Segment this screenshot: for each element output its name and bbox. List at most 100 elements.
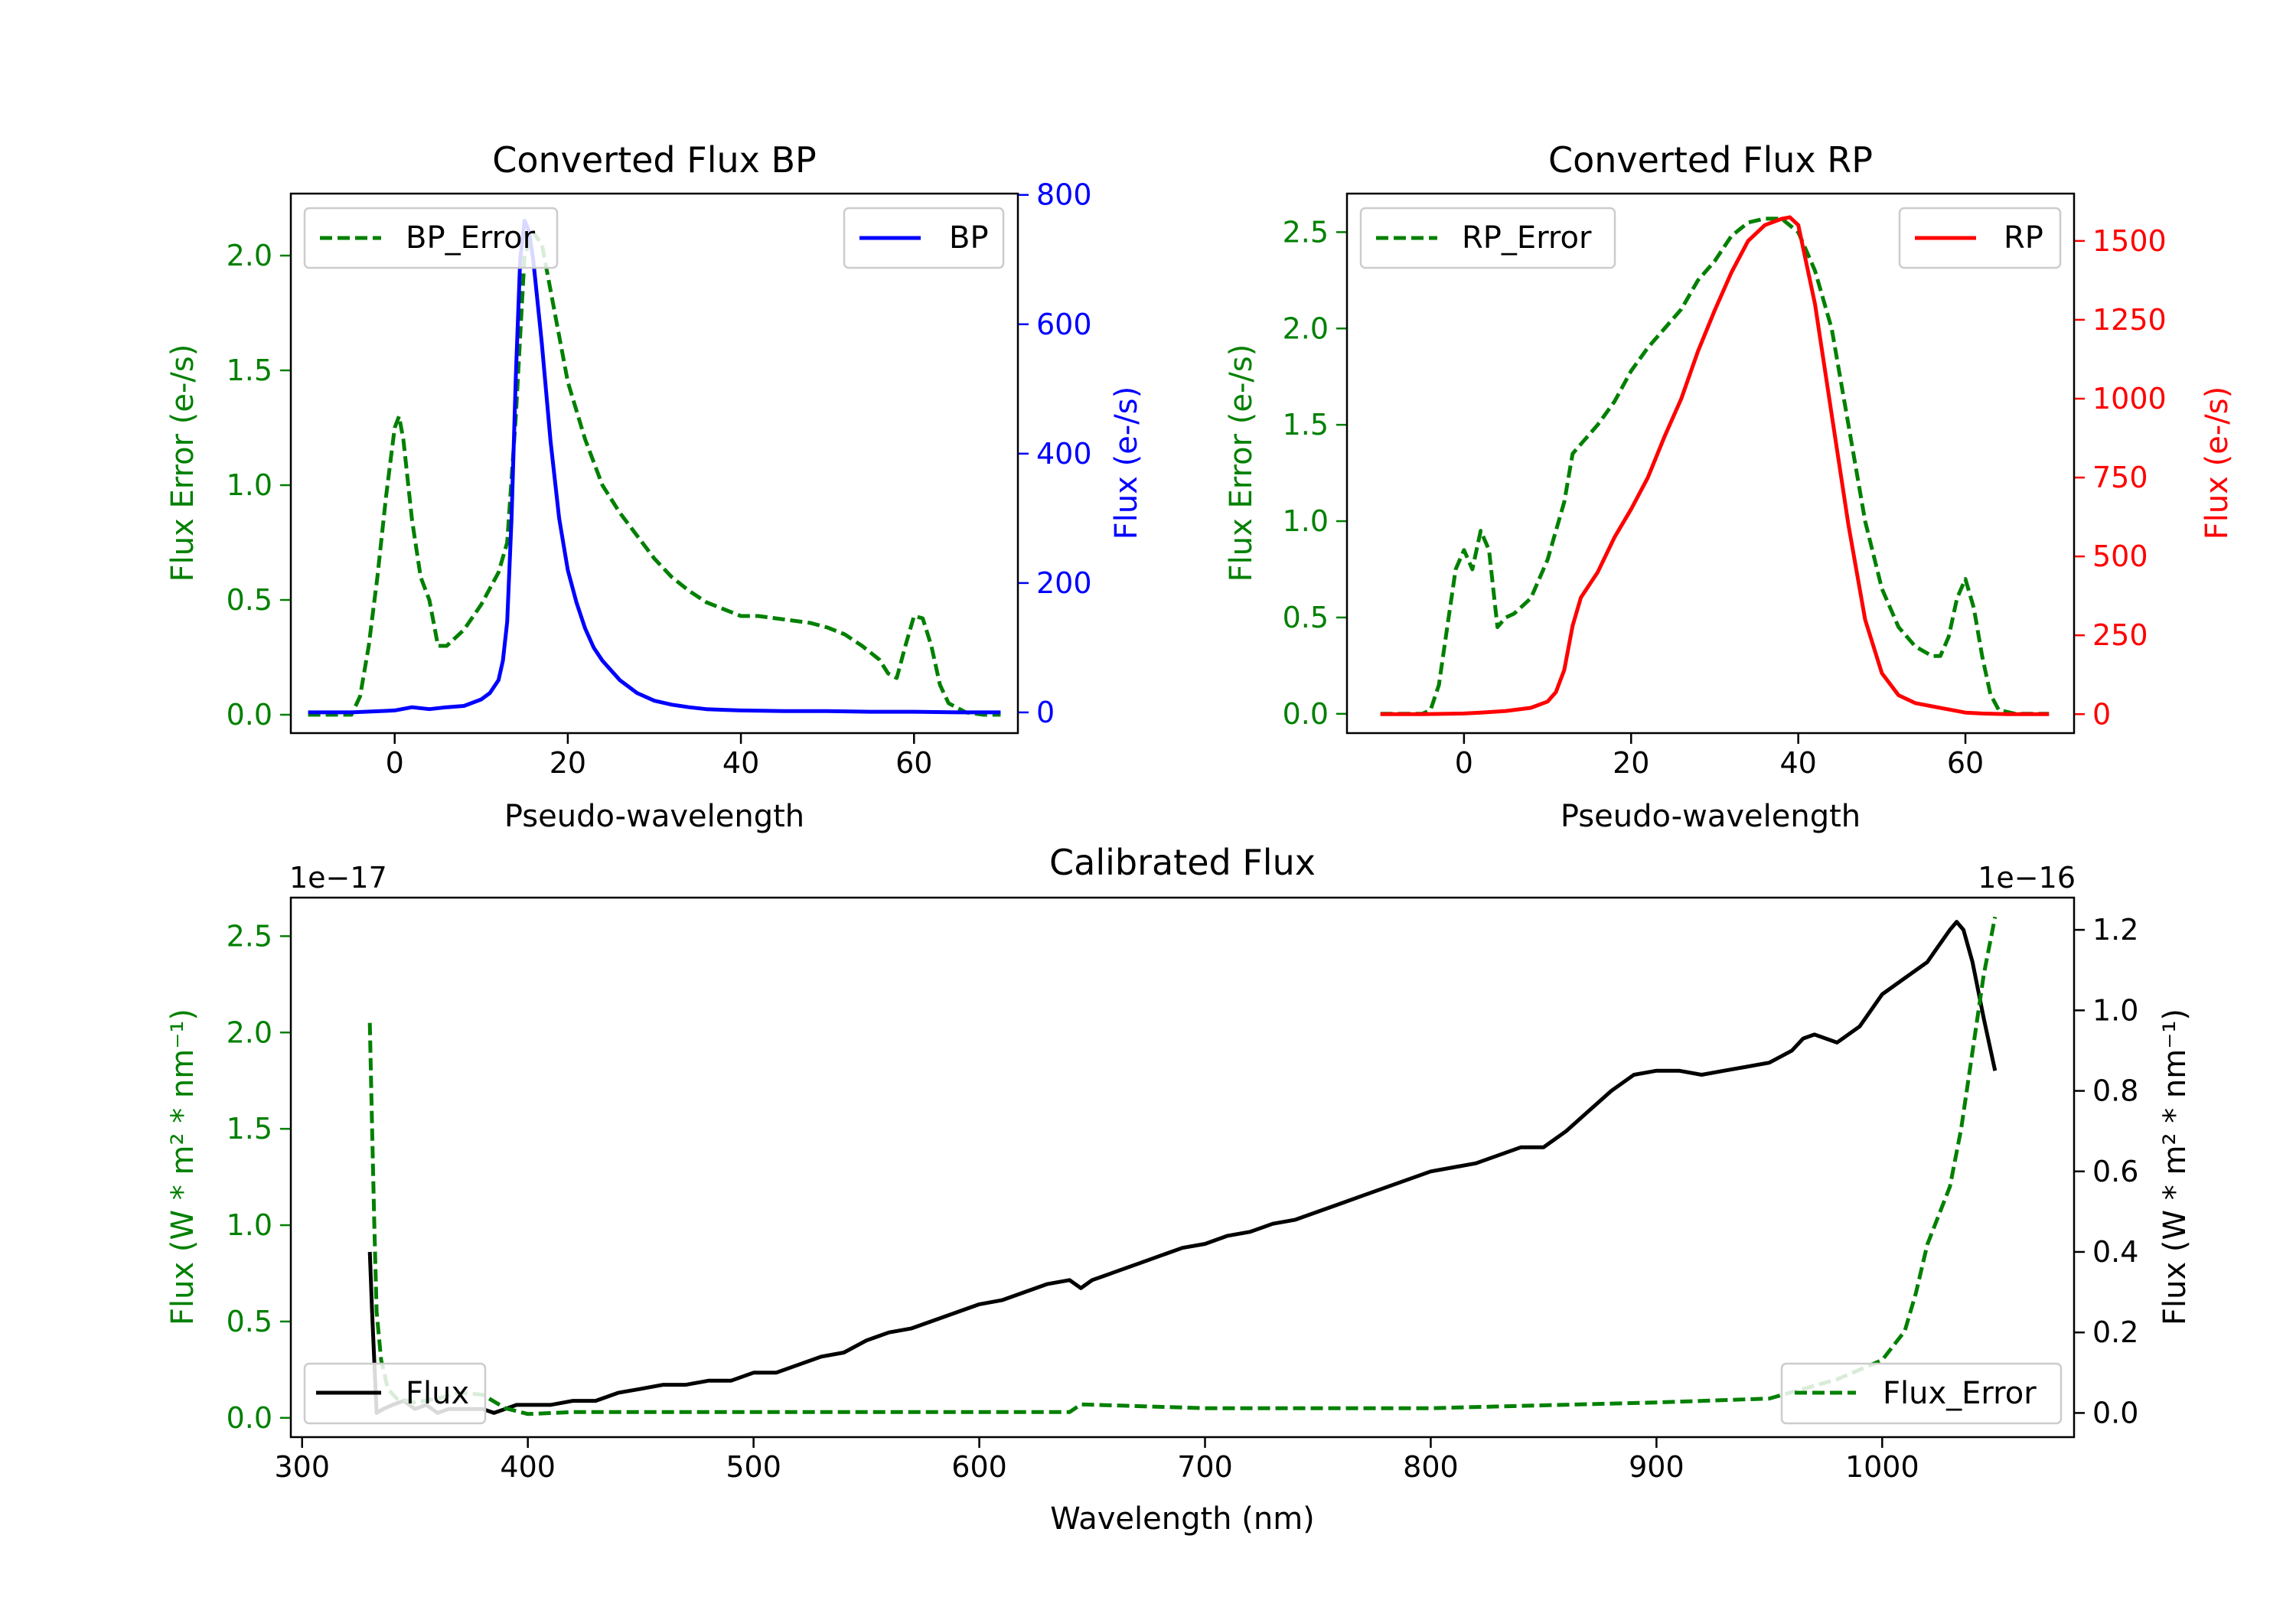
right-y-tick-label: 500 — [2092, 539, 2148, 573]
right-y-tick-label: 400 — [1036, 437, 1092, 471]
left-y-tick-label: 2.5 — [1283, 215, 1329, 249]
left-y-axis-label: Flux Error (e-/s) — [1224, 344, 1259, 582]
left-y-ticks: 0.0 0.5 1.0 1.5 2.0 2.5 — [1283, 215, 1347, 731]
legend-label: Flux — [406, 1376, 469, 1411]
right-y-axis-label: Flux (e-/s) — [2200, 386, 2235, 539]
right-y-tick-label: 0.0 — [2092, 1396, 2138, 1429]
x-tick-label: 40 — [722, 746, 759, 780]
right-y-tick-label: 0.8 — [2092, 1074, 2138, 1108]
x-tick-label: 20 — [1613, 746, 1649, 780]
legend-box — [1780, 1362, 2063, 1425]
legend-box — [1898, 207, 2062, 269]
series-line-bp — [308, 219, 1001, 715]
legend-label: RP_Error — [1462, 220, 1592, 256]
x-tick-label: 60 — [895, 746, 932, 780]
left-y-tick-label: 1.5 — [227, 354, 272, 387]
left-y-tick-label: 0.0 — [227, 698, 272, 732]
legend-box — [303, 1362, 487, 1425]
right-y-tick-label: 0.4 — [2092, 1235, 2138, 1269]
chart-title: Calibrated Flux — [1049, 842, 1316, 883]
right-y-tick-label: 200 — [1036, 566, 1092, 600]
series-layer — [367, 916, 1998, 1416]
legend-rp-error: RP_Error — [1359, 207, 1616, 269]
legend-flux: Flux — [303, 1362, 487, 1425]
plot-frame — [289, 192, 1019, 735]
x-tick-label: 500 — [726, 1450, 781, 1484]
series-line-flux — [367, 920, 1998, 1415]
x-axis-label: Wavelength (nm) — [1050, 1501, 1315, 1537]
legend-label: Flux_Error — [1883, 1376, 2037, 1411]
panel-converted-flux-bp: Converted Flux BP Pseudo-wavelength Flux… — [165, 139, 1144, 834]
left-y-axis-label: Flux (W * m² * nm⁻¹) — [165, 1009, 201, 1325]
series-line-flux-error — [367, 916, 1998, 1416]
x-ticks: 300 400 500 600 700 800 900 1000 — [274, 1437, 1919, 1484]
x-tick-label: 700 — [1177, 1450, 1233, 1484]
left-y-tick-label: 1.0 — [1283, 504, 1329, 538]
legend-bp-error: BP_Error — [303, 207, 559, 269]
legend-rp: RP — [1898, 207, 2062, 269]
series-line-rp-error — [1380, 217, 2050, 716]
left-y-ticks: 0.0 0.5 1.0 1.5 2.0 — [227, 239, 291, 732]
right-y-tick-label: 1000 — [2092, 382, 2167, 416]
plot-frame — [1345, 192, 2076, 735]
plot-frame — [289, 896, 2076, 1439]
x-tick-label: 900 — [1629, 1450, 1684, 1484]
right-y-tick-label: 0 — [1036, 696, 1055, 729]
right-y-tick-label: 1250 — [2092, 303, 2167, 337]
x-tick-label: 400 — [500, 1450, 556, 1484]
x-tick-label: 20 — [550, 746, 586, 780]
right-y-tick-label: 750 — [2092, 461, 2148, 494]
left-y-tick-label: 0.5 — [227, 583, 272, 617]
right-y-ticks: 0 250 500 750 1000 1250 1500 — [2074, 224, 2167, 731]
left-y-tick-label: 2.0 — [1283, 311, 1329, 345]
legend-label: BP_Error — [406, 220, 536, 256]
legend-label: RP — [2004, 220, 2043, 256]
left-y-tick-label: 2.0 — [227, 1015, 272, 1049]
right-y-axis-label: Flux (e-/s) — [1109, 386, 1144, 539]
left-y-axis-label: Flux Error (e-/s) — [165, 344, 201, 582]
right-offset-label: 1e−16 — [1978, 861, 2076, 895]
x-tick-label: 300 — [274, 1450, 330, 1484]
right-y-tick-label: 0.2 — [2092, 1315, 2138, 1349]
x-tick-label: 0 — [1455, 746, 1473, 780]
chart-title: Converted Flux BP — [492, 139, 817, 181]
right-y-tick-label: 800 — [1036, 178, 1092, 212]
right-y-tick-label: 1.0 — [2092, 993, 2138, 1027]
legend-bp: BP — [843, 207, 1005, 269]
x-axis-label: Pseudo-wavelength — [504, 799, 804, 834]
left-y-tick-label: 0.0 — [1283, 697, 1329, 731]
left-y-tick-label: 2.5 — [227, 919, 272, 953]
panel-calibrated-flux: Calibrated Flux Wavelength (nm) Flux (W … — [165, 842, 2193, 1537]
x-ticks: 0 20 40 60 — [386, 733, 932, 780]
left-y-tick-label: 1.0 — [227, 1208, 272, 1242]
right-y-axis-label: Flux (W * m² * nm⁻¹) — [2157, 1009, 2193, 1325]
left-y-tick-label: 0.0 — [227, 1401, 272, 1435]
right-y-tick-label: 1500 — [2092, 224, 2167, 258]
left-y-tick-label: 1.5 — [227, 1112, 272, 1146]
x-tick-label: 40 — [1779, 746, 1816, 780]
left-y-tick-label: 1.0 — [227, 468, 272, 502]
series-layer — [1380, 215, 2050, 716]
legend-box — [1359, 207, 1616, 269]
right-y-tick-label: 600 — [1036, 308, 1092, 341]
x-tick-label: 0 — [386, 746, 404, 780]
right-y-ticks: 0.0 0.2 0.4 0.6 0.8 1.0 1.2 — [2074, 913, 2138, 1429]
legend-box — [843, 207, 1005, 269]
right-y-tick-label: 250 — [2092, 618, 2148, 652]
left-y-tick-label: 0.5 — [1283, 601, 1329, 634]
x-tick-label: 600 — [951, 1450, 1007, 1484]
right-y-tick-label: 0 — [2092, 697, 2111, 731]
series-layer — [308, 219, 1001, 717]
panel-converted-flux-rp: Converted Flux RP Pseudo-wavelength Flux… — [1224, 139, 2235, 834]
right-y-ticks: 0 200 400 600 800 — [1018, 178, 1092, 729]
legend-flux-error: Flux_Error — [1780, 1362, 2063, 1425]
series-line-bp-error — [308, 230, 1001, 717]
series-line-rp — [1380, 215, 2050, 716]
left-y-ticks: 0.0 0.5 1.0 1.5 2.0 2.5 — [227, 919, 291, 1435]
right-y-tick-label: 0.6 — [2092, 1155, 2138, 1188]
x-tick-label: 800 — [1403, 1450, 1459, 1484]
legend-box — [303, 207, 559, 269]
right-y-tick-label: 1.2 — [2092, 913, 2138, 947]
x-axis-label: Pseudo-wavelength — [1561, 799, 1861, 834]
